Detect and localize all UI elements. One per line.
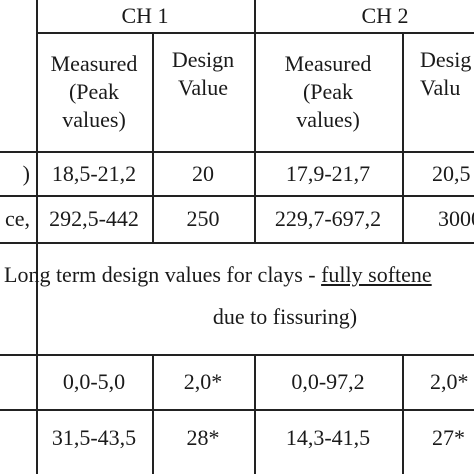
row-label-cut: ce, xyxy=(4,206,30,231)
cell-ch2-measured: 0,0-97,2 xyxy=(291,369,365,394)
cell-ch2-design: 20,5 xyxy=(432,160,471,186)
cell-ch2-design: 3000 xyxy=(438,206,474,231)
cell-ch2-design: 2,0* xyxy=(430,369,469,394)
column-divider xyxy=(152,354,154,474)
cell-ch2-measured: 17,9-21,7 xyxy=(285,160,371,186)
section-heading-line2: due to fissuring) xyxy=(212,304,358,329)
subheader-line: values) xyxy=(296,107,360,132)
subheader-line: (Peak xyxy=(302,79,354,104)
row-divider xyxy=(36,32,474,34)
subheader-line: values) xyxy=(62,107,126,132)
subheader-line: Desig xyxy=(420,47,472,72)
row-divider xyxy=(0,242,474,244)
row-divider xyxy=(0,195,474,197)
row-label-cut: ) xyxy=(22,160,30,186)
column-divider xyxy=(402,32,404,242)
row-divider xyxy=(0,354,474,356)
cell-ch1-design: 20 xyxy=(192,160,214,186)
cell-ch1-measured: 31,5-43,5 xyxy=(51,425,137,450)
section-heading-text: Long term design values for clays - xyxy=(4,262,322,287)
cell-ch1-measured: 292,5-442 xyxy=(49,206,139,231)
column-divider xyxy=(36,0,38,474)
group-header-ch1: CH 1 xyxy=(121,3,169,28)
subheader-ch2-design: Desig Valu xyxy=(420,34,474,114)
section-heading-underlined: fully softene xyxy=(321,262,432,287)
column-divider xyxy=(152,32,154,242)
cell-ch2-measured: 229,7-697,2 xyxy=(274,206,382,231)
section-heading-line1: Long term design values for clays - full… xyxy=(0,258,474,292)
subheader-ch2-measured: Measured (Peak values) xyxy=(255,34,401,150)
row-divider xyxy=(0,151,474,153)
subheader-line: Measured xyxy=(284,51,372,76)
subheader-ch1-measured: Measured (Peak values) xyxy=(37,34,151,150)
column-divider xyxy=(254,354,256,474)
subheader-line: Design xyxy=(171,47,235,72)
subheader-line: Valu xyxy=(420,75,461,100)
cell-ch1-design: 250 xyxy=(186,206,220,231)
subheader-ch1-design: Design Value xyxy=(153,34,253,114)
cell-ch1-design: 2,0* xyxy=(183,369,223,394)
cell-ch2-design: 27* xyxy=(432,425,465,450)
cell-ch2-measured: 14,3-41,5 xyxy=(285,425,371,450)
group-header-ch2: CH 2 xyxy=(361,3,409,28)
subheader-line: (Peak xyxy=(68,79,120,104)
cell-ch1-design: 28* xyxy=(186,425,220,450)
row-divider xyxy=(0,409,474,411)
subheader-line: Measured xyxy=(50,51,138,76)
cell-ch1-measured: 18,5-21,2 xyxy=(51,160,137,186)
subheader-line: Value xyxy=(177,75,229,100)
column-divider xyxy=(402,354,404,474)
column-divider xyxy=(254,0,256,242)
cell-ch1-measured: 0,0-5,0 xyxy=(62,369,126,394)
